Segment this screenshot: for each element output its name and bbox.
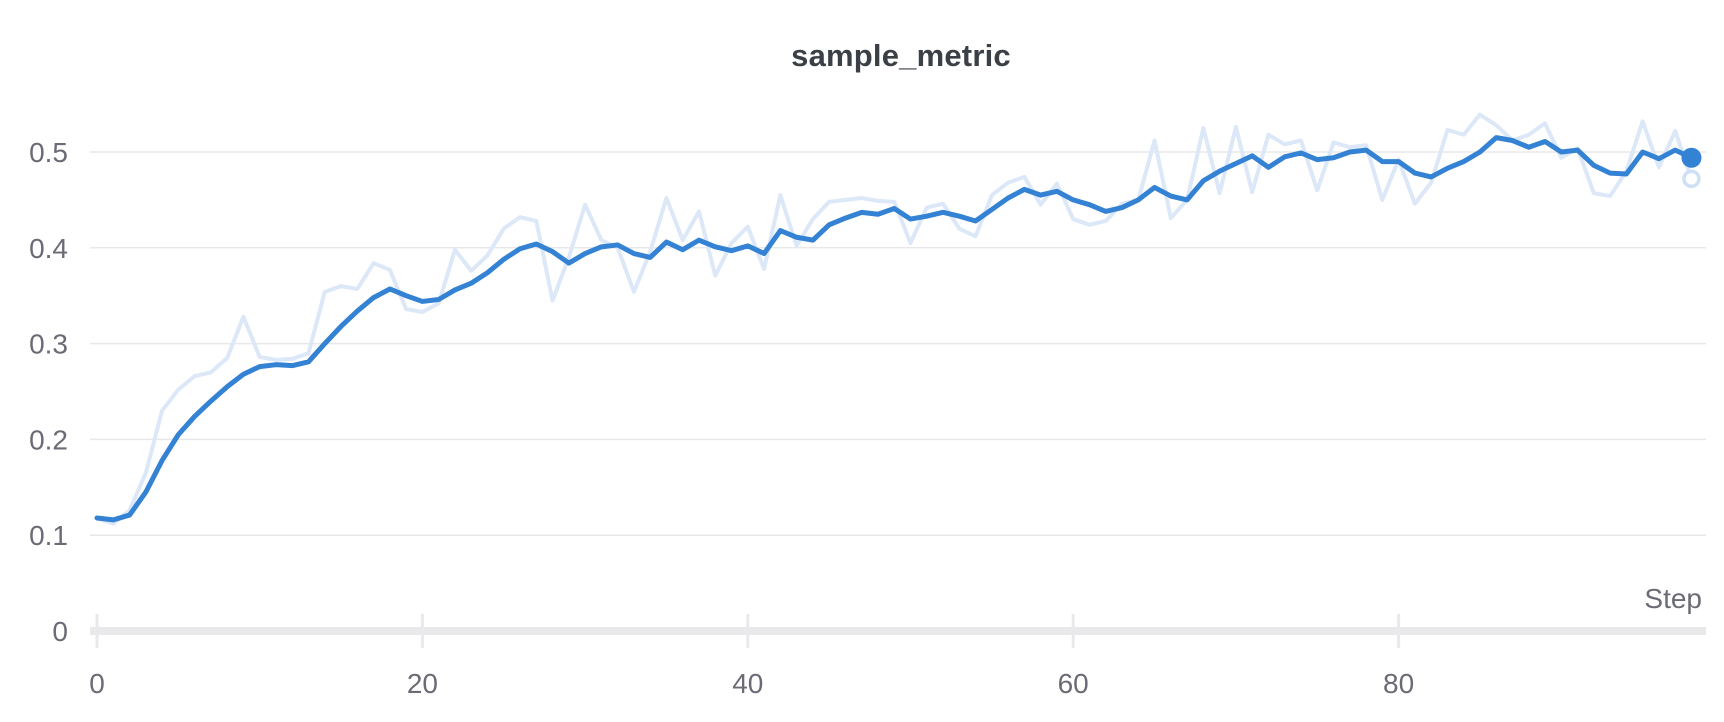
chart-title: sample_metric — [791, 38, 1011, 73]
y-tick-label: 0 — [52, 616, 68, 647]
x-tick-label: 20 — [407, 668, 438, 699]
x-tick-label: 0 — [89, 668, 105, 699]
raw-series-line — [95, 112, 1694, 526]
smoothed-series-line — [94, 135, 1694, 523]
y-tick-label: 0.2 — [29, 424, 68, 455]
raw-last-point-marker — [1682, 169, 1701, 189]
y-tick-label: 0.1 — [29, 520, 68, 551]
x-tick-label: 40 — [732, 668, 763, 699]
x-tick-label: 60 — [1058, 668, 1089, 699]
smoothed-last-point-marker — [1681, 147, 1702, 168]
x-tick-label: 80 — [1383, 668, 1414, 699]
y-tick-label: 0.3 — [29, 329, 68, 360]
x-axis-unit-label: Step — [1644, 583, 1702, 614]
y-tick-label: 0.5 — [29, 137, 68, 168]
y-tick-label: 0.4 — [29, 233, 68, 264]
